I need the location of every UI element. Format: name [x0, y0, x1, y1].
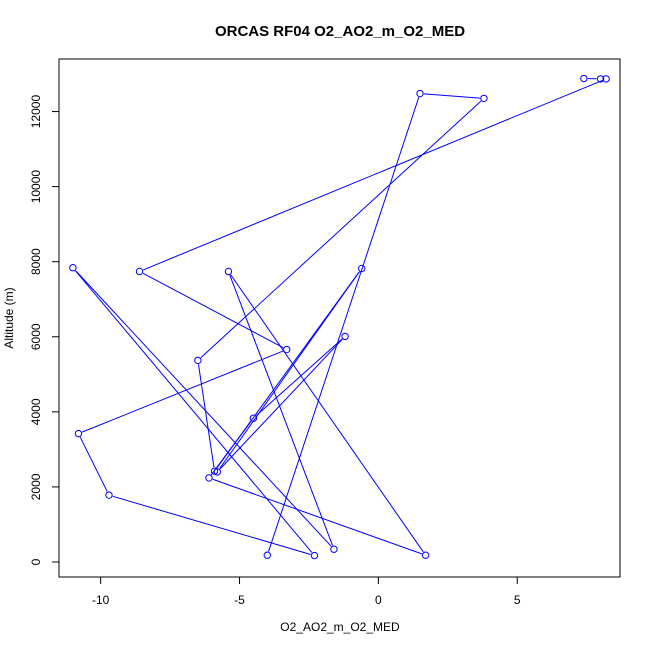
data-point — [194, 356, 202, 365]
series-segment — [212, 478, 422, 555]
y-tick-label: 10000 — [29, 170, 43, 204]
series-segment — [197, 364, 215, 468]
data-point — [263, 551, 271, 559]
data-point — [105, 491, 113, 499]
y-tick-label: 0 — [29, 558, 43, 565]
data-point — [74, 429, 83, 438]
data-point — [330, 545, 338, 553]
series-segment — [200, 100, 482, 359]
series-segment — [219, 271, 360, 469]
series-segment — [75, 270, 313, 553]
x-axis-label: O2_AO2_m_O2_MED — [280, 620, 400, 634]
series-segment — [79, 436, 108, 492]
y-tick-label: 6000 — [29, 323, 43, 350]
data-point — [421, 551, 430, 559]
data-point — [358, 264, 366, 273]
y-axis: 0 2000 4000 6000 8000 10000 12000 — [29, 95, 60, 565]
series-segment — [219, 338, 343, 470]
series-segment — [423, 93, 480, 99]
plot-frame — [58, 58, 621, 578]
series-segment — [229, 275, 333, 546]
series-segment — [256, 338, 343, 416]
x-axis: -10 -5 0 5 — [92, 576, 521, 607]
data-point — [341, 332, 349, 341]
x-tick-label: 5 — [514, 593, 521, 607]
data-point — [205, 474, 213, 482]
data-point — [283, 345, 291, 354]
data-point — [210, 467, 219, 475]
y-tick-label: 4000 — [29, 398, 43, 425]
series-segment — [75, 270, 332, 547]
data-point — [69, 264, 77, 272]
y-axis-label: Altitude (m) — [2, 287, 16, 348]
x-tick-label: 0 — [375, 593, 382, 607]
data-point — [249, 414, 258, 422]
y-tick-label: 8000 — [29, 248, 43, 275]
x-tick-label: -5 — [234, 593, 245, 607]
data-point — [596, 75, 605, 83]
series-segment — [210, 421, 252, 475]
y-tick-label: 12000 — [29, 95, 43, 129]
y-tick-label: 2000 — [29, 473, 43, 500]
chart-title: ORCAS RF04 O2_AO2_m_O2_MED — [215, 23, 465, 40]
data-point — [310, 551, 319, 560]
data-point — [135, 267, 144, 276]
series-segment — [112, 495, 311, 555]
series-segment — [142, 272, 284, 349]
series-layer — [69, 74, 610, 560]
data-point — [213, 468, 222, 476]
data-point — [580, 74, 588, 83]
series-segment — [81, 350, 284, 433]
series-segment — [268, 97, 420, 552]
series-segment — [143, 79, 603, 271]
series-segment — [230, 274, 424, 553]
x-tick-label: -10 — [92, 593, 110, 607]
data-point — [480, 94, 488, 103]
data-point — [224, 267, 233, 276]
data-point — [602, 75, 610, 83]
data-point — [416, 89, 424, 98]
